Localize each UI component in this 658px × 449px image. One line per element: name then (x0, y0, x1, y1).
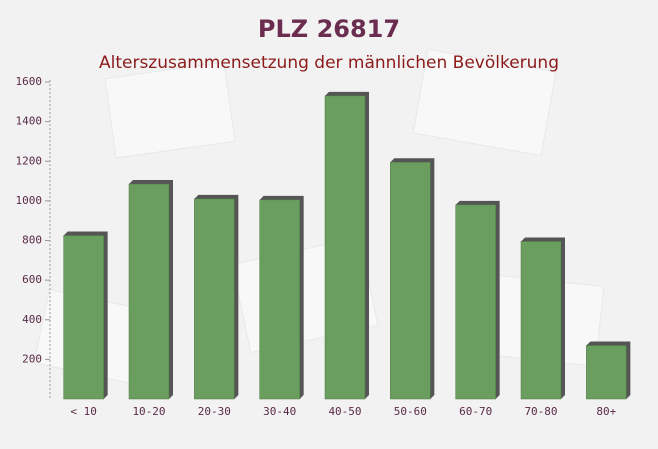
x-tick-label: 50-60 (394, 405, 427, 418)
x-tick-label: 60-70 (459, 405, 492, 418)
bar (194, 198, 235, 400)
bar (520, 241, 562, 400)
bar (259, 199, 300, 400)
x-tick-label: 70-80 (524, 405, 557, 418)
chart-subtitle: Alterszusammensetzung der männlichen Bev… (99, 53, 559, 73)
x-tick-label: 30-40 (263, 405, 296, 418)
y-tick-label: 400 (22, 313, 42, 326)
x-tick-label: 80+ (596, 405, 616, 418)
y-tick-label: 1600 (16, 75, 43, 88)
bar (324, 95, 366, 400)
bar (586, 345, 627, 400)
bar (63, 235, 104, 400)
x-tick-label: 20-30 (198, 405, 231, 418)
y-tick-label: 800 (22, 234, 42, 247)
x-tick-label: 40-50 (328, 405, 361, 418)
chart-title: PLZ 26817 (258, 15, 400, 43)
bar (128, 183, 170, 400)
bar (455, 204, 496, 400)
y-tick-label: 200 (22, 352, 42, 365)
x-tick-label: 10-20 (132, 405, 165, 418)
y-tick-label: 1400 (16, 115, 43, 128)
y-tick-label: 1200 (16, 154, 43, 167)
x-tick-label: < 10 (70, 405, 97, 418)
y-tick-label: 1000 (16, 194, 43, 207)
bar (390, 161, 431, 400)
y-tick-label: 600 (22, 273, 42, 286)
